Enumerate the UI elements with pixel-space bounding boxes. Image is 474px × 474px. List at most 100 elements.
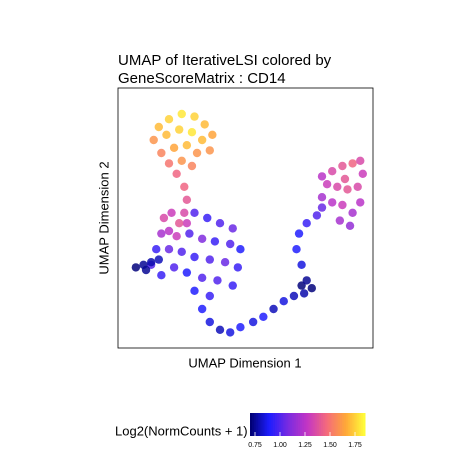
point: [193, 149, 201, 157]
point: [165, 245, 173, 253]
point: [198, 305, 206, 313]
point: [297, 261, 305, 269]
point: [300, 289, 308, 297]
point: [341, 175, 349, 183]
colorbar: 0.751.001.251.501.75: [248, 413, 365, 449]
point: [178, 110, 186, 118]
point: [208, 131, 216, 139]
point: [180, 209, 188, 217]
point: [160, 214, 168, 222]
point: [348, 209, 356, 217]
point: [167, 209, 175, 217]
point: [172, 170, 180, 178]
point: [170, 144, 178, 152]
point: [346, 222, 354, 230]
point: [221, 258, 229, 266]
point: [170, 263, 178, 271]
point: [178, 248, 186, 256]
point: [188, 162, 196, 170]
point: [203, 214, 211, 222]
point: [180, 183, 188, 191]
point: [165, 115, 173, 123]
point: [356, 198, 364, 206]
point: [198, 136, 206, 144]
point: [165, 227, 173, 235]
point: [348, 159, 356, 167]
point: [198, 274, 206, 282]
point: [206, 146, 214, 154]
colorbar-tick-label: 1.00: [273, 442, 287, 449]
point: [318, 193, 326, 201]
point: [152, 245, 160, 253]
point: [206, 318, 214, 326]
point: [172, 232, 180, 240]
point: [226, 240, 234, 248]
point: [280, 297, 288, 305]
point: [338, 201, 346, 209]
point: [206, 255, 214, 263]
point: [165, 159, 173, 167]
point: [249, 318, 257, 326]
point: [303, 276, 311, 284]
point: [142, 266, 150, 274]
point: [229, 281, 237, 289]
point: [147, 258, 155, 266]
point: [234, 263, 242, 271]
point: [354, 183, 362, 191]
point: [201, 120, 209, 128]
point: [155, 255, 163, 263]
colorbar-segment: [363, 413, 365, 436]
point: [183, 268, 191, 276]
point: [292, 245, 300, 253]
point: [183, 141, 191, 149]
point: [318, 172, 326, 180]
point: [336, 216, 344, 224]
points: [132, 110, 367, 337]
colorbar-tick-label: 1.50: [323, 442, 337, 449]
point: [175, 219, 183, 227]
chart: UMAP of IterativeLSI colored by GeneScor…: [0, 0, 474, 474]
point: [338, 162, 346, 170]
point: [185, 229, 193, 237]
point: [303, 219, 311, 227]
point: [183, 219, 191, 227]
point: [328, 167, 336, 175]
point: [183, 196, 191, 204]
point: [132, 263, 140, 271]
point: [323, 180, 331, 188]
point: [206, 292, 214, 300]
point: [269, 305, 277, 313]
point: [229, 224, 237, 232]
chart-title: UMAP of IterativeLSI colored by: [118, 52, 332, 69]
point: [313, 211, 321, 219]
point: [175, 125, 183, 133]
point: [290, 292, 298, 300]
point: [216, 219, 224, 227]
point: [295, 229, 303, 237]
point: [190, 287, 198, 295]
point: [157, 271, 165, 279]
y-axis-label: UMAP Dimension 2: [96, 161, 111, 274]
point: [236, 323, 244, 331]
colorbar-tick-label: 0.75: [248, 442, 262, 449]
point: [318, 203, 326, 211]
point: [359, 170, 367, 178]
point: [216, 326, 224, 334]
point: [150, 136, 158, 144]
point: [259, 313, 267, 321]
point: [190, 112, 198, 120]
x-axis-label: UMAP Dimension 1: [188, 355, 301, 370]
point: [162, 131, 170, 139]
point: [236, 245, 244, 253]
chart-title: GeneScoreMatrix : CD14: [118, 70, 286, 87]
point: [308, 284, 316, 292]
colorbar-tick-label: 1.75: [348, 442, 362, 449]
point: [343, 185, 351, 193]
point: [211, 237, 219, 245]
point: [356, 157, 364, 165]
point: [213, 276, 221, 284]
point: [190, 253, 198, 261]
point: [157, 229, 165, 237]
point: [190, 209, 198, 217]
point: [333, 183, 341, 191]
